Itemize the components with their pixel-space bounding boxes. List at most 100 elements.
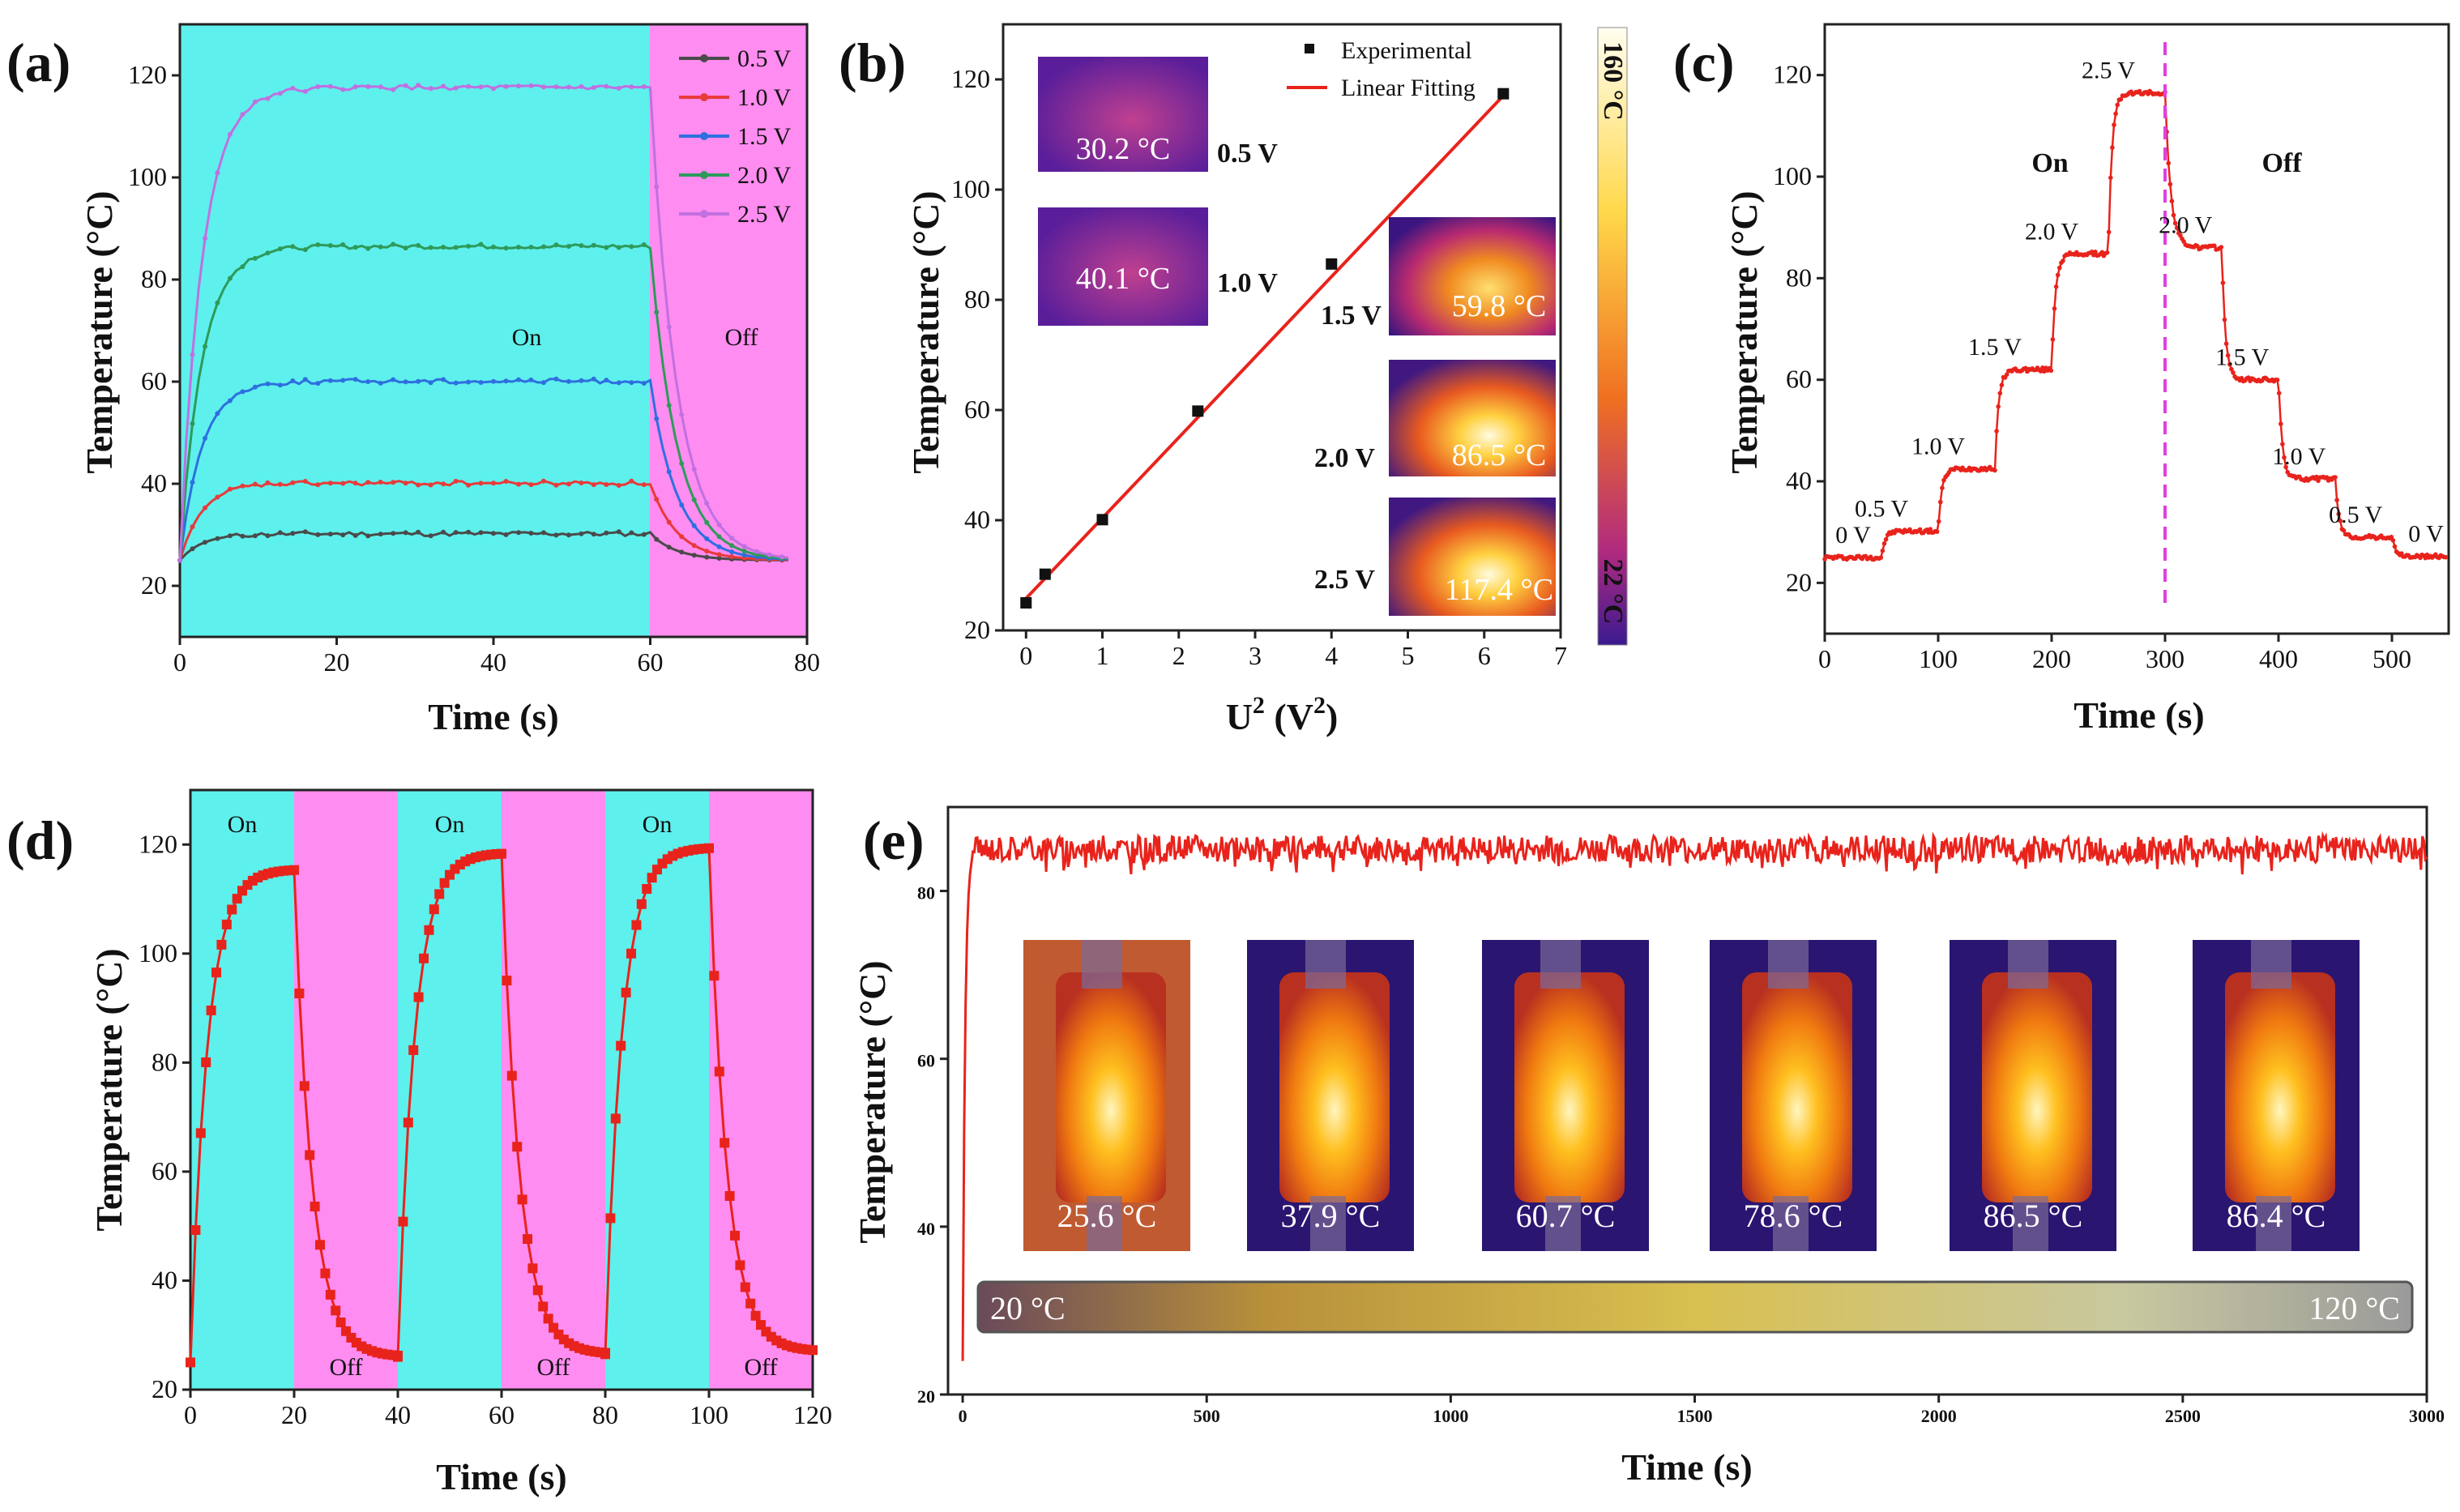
series-point — [1881, 541, 1887, 546]
series-point — [566, 244, 571, 249]
series-point — [553, 376, 559, 382]
series-point — [1992, 468, 1997, 473]
series-point — [227, 904, 237, 915]
series-point — [252, 481, 258, 487]
on-region — [398, 790, 502, 1390]
step-label: 2.5 V — [2082, 58, 2135, 84]
series-point — [654, 536, 660, 542]
series-point — [378, 84, 383, 90]
series-point — [277, 530, 283, 536]
series-point — [540, 244, 546, 250]
series-point — [403, 481, 408, 486]
region-label-on: On — [512, 324, 542, 351]
series-point — [378, 380, 383, 386]
series-point — [203, 540, 207, 545]
legend-entry: 2.5 V — [679, 201, 791, 228]
series-point — [413, 992, 424, 1002]
series-point — [439, 878, 450, 888]
series-point — [240, 112, 246, 117]
series-point — [735, 1260, 745, 1271]
series-point — [491, 86, 496, 92]
series-point — [2055, 272, 2061, 278]
series-point — [679, 412, 685, 417]
thermal-sample — [1056, 972, 1166, 1202]
legend: Experimental Linear Fitting — [1287, 37, 1476, 101]
series-point — [516, 83, 521, 89]
tick-group: 0 1 2 3 4 5 6 7 20 40 60 80 100 120 — [951, 64, 1567, 670]
legend-label: 1.5 V — [737, 123, 791, 150]
series-point — [629, 478, 634, 484]
legend-label: 0.5 V — [737, 45, 791, 72]
series-point — [2106, 229, 2112, 235]
thermal-voltage: 0.5 V — [1217, 139, 1278, 169]
series-point — [352, 481, 358, 486]
series-point — [2336, 511, 2341, 517]
x-tick-label: 2000 — [1921, 1406, 1957, 1426]
series-point — [709, 971, 720, 981]
series-point — [2108, 175, 2113, 181]
series-point — [428, 482, 433, 488]
step-label: 0 V — [1835, 522, 1871, 549]
thermal-image — [1389, 498, 1556, 616]
region-label-on: On — [435, 811, 465, 838]
series-point — [591, 85, 596, 90]
series-point — [1917, 527, 1923, 532]
series-point — [553, 532, 559, 538]
y-tick-label: 40 — [141, 468, 167, 498]
colorbar: 160 °C 22 °C — [1597, 27, 1628, 646]
series-point — [2053, 284, 2059, 289]
series-point — [629, 530, 634, 536]
series-point — [190, 524, 195, 530]
clamp-bottom — [1087, 1196, 1122, 1251]
y-tick-label: 80 — [1786, 263, 1812, 292]
series-point — [315, 381, 321, 387]
legend-label: 2.5 V — [737, 201, 791, 228]
y-tick-label: 40 — [917, 1219, 935, 1239]
series-point — [2023, 365, 2028, 371]
panel-label-a: (a) — [6, 32, 70, 93]
x-tick-label: 3000 — [2409, 1406, 2445, 1426]
y-tick-label: 40 — [964, 505, 990, 534]
series-point — [616, 245, 621, 250]
series-point — [434, 889, 445, 899]
series-point — [265, 250, 271, 256]
series-point — [516, 245, 521, 250]
series-point — [2282, 455, 2287, 460]
series-point — [289, 865, 299, 875]
x-axis-title: Time (s) — [428, 696, 558, 737]
series-point — [203, 435, 207, 441]
x-tick-label: 200 — [2032, 644, 2071, 673]
series-point — [704, 554, 710, 560]
series-point — [428, 245, 433, 250]
series-point — [497, 848, 506, 859]
thermal-temp: 25.6 °C — [1057, 1198, 1157, 1234]
x-tick-label: 0 — [1019, 641, 1032, 670]
x-tick-label: 1000 — [1433, 1406, 1468, 1426]
series-point — [393, 1352, 403, 1362]
series-point — [190, 546, 195, 552]
series-point — [2223, 341, 2229, 346]
series-point — [277, 91, 283, 96]
x-tick-label: 100 — [1919, 644, 1958, 673]
panel-label-e: (e) — [863, 809, 924, 871]
series-point — [2040, 365, 2045, 370]
series-point — [327, 243, 333, 248]
off-region — [502, 790, 605, 1390]
series-point — [553, 242, 559, 248]
y-tick-label: 20 — [152, 1374, 177, 1403]
series-point — [227, 533, 233, 539]
series-point — [543, 1313, 553, 1324]
series-point — [666, 519, 672, 525]
thermal-inset: 40.1 °C 1.0 V — [1038, 207, 1278, 326]
series-point — [453, 530, 459, 536]
series-point — [416, 378, 421, 384]
thermal-temp: 60.7 °C — [1516, 1198, 1616, 1234]
series-point — [265, 480, 271, 485]
series-point — [416, 482, 421, 488]
thermal-temp: 37.9 °C — [1281, 1198, 1381, 1234]
y-axis-title: Temperature (°C) — [88, 948, 130, 1231]
series-group — [186, 843, 818, 1368]
series-point — [429, 904, 439, 915]
series-point — [391, 480, 396, 485]
